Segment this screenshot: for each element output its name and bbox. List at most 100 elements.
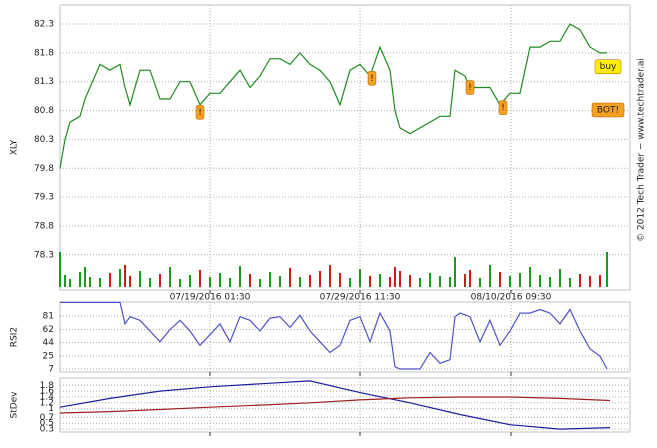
volume-bar: [269, 272, 271, 287]
volume-bar: [229, 278, 231, 287]
volume-bar: [464, 274, 466, 287]
y-tick-label: 1: [48, 404, 54, 414]
x-tick-label: 07/19/2016 01:30: [170, 293, 251, 303]
annotation-box: [591, 102, 625, 118]
volume-bar: [129, 276, 131, 287]
volume-bar: [219, 273, 221, 287]
volume-bar: [84, 267, 86, 287]
y-tick-label: 1.4: [40, 392, 55, 402]
series-line: [59, 23, 607, 169]
y-tick-label: 0.3: [40, 425, 54, 435]
annotation-text: !: [501, 103, 505, 113]
annotation-box: [367, 71, 377, 86]
volume-bar: [559, 269, 561, 287]
volume-bar: [454, 257, 456, 287]
series-line: [60, 301, 608, 370]
volume-bar: [159, 274, 161, 287]
volume-bar: [169, 267, 171, 287]
y-tick-label: 82.3: [34, 20, 54, 30]
y-tick-label: 1.2: [40, 398, 54, 408]
y-tick-label: 7: [48, 364, 54, 374]
y-tick-label: 0.5: [40, 419, 54, 429]
volume-bar: [439, 276, 441, 287]
series-line: [59, 380, 611, 430]
annotation-box: [594, 59, 622, 74]
volume-bar: [259, 279, 261, 287]
volume-bar: [389, 277, 391, 287]
volume-bar: [319, 271, 321, 287]
volume-bar: [339, 273, 341, 287]
annotation-text: buy: [600, 62, 617, 72]
volume-bar: [139, 271, 141, 287]
volume-bar: [279, 276, 281, 287]
volume-bar: [329, 265, 331, 287]
watermark: © 2012 Tech Trader ~ www.techtrader.ai: [637, 58, 647, 242]
volume-bar: [299, 277, 301, 287]
y-tick-label: 80.3: [34, 135, 54, 145]
volume-bar: [589, 276, 591, 287]
volume-bar: [249, 274, 251, 287]
x-tick-label: 07/29/2016 11:30: [320, 293, 401, 303]
volume-bar: [124, 265, 126, 287]
volume-bar: [409, 275, 411, 287]
y-tick-label: 62: [43, 325, 54, 335]
volume-bar: [89, 277, 91, 287]
volume-bar: [349, 278, 351, 287]
annotation-box: [498, 100, 508, 115]
volume-bar: [509, 276, 511, 287]
annotation-text: !: [468, 83, 472, 93]
y-tick-label: 81: [43, 311, 54, 321]
volume-bar: [529, 267, 531, 287]
volume-bar: [309, 275, 311, 287]
annotation-text: !: [370, 74, 374, 84]
volume-bar: [379, 274, 381, 287]
volume-bar: [519, 273, 521, 287]
x-tick-label: 08/10/2016 09:30: [471, 293, 552, 303]
volume-bar: [606, 252, 608, 287]
volume-bar: [394, 267, 396, 287]
volume-bar: [479, 278, 481, 287]
annotation-box: [195, 105, 205, 120]
y-tick-label: 79.3: [34, 193, 54, 203]
volume-bar: [539, 275, 541, 287]
volume-bar: [79, 272, 81, 287]
y-tick-label: 1.8: [40, 381, 55, 391]
annotation-text: BOT!: [597, 106, 619, 116]
volume-bar: [199, 270, 201, 287]
volume-bar: [149, 278, 151, 287]
panel-frame: [59, 301, 631, 373]
volume-bar: [369, 276, 371, 287]
volume-bar: [289, 268, 291, 287]
annotation-text: !: [198, 108, 202, 118]
y-tick-label: 0.7: [40, 413, 54, 423]
volume-bar: [59, 252, 61, 287]
panel-frame: [59, 4, 631, 291]
volume-bar: [119, 269, 121, 287]
volume-bar: [209, 277, 211, 287]
volume-bar: [489, 265, 491, 287]
volume-bar: [99, 278, 101, 287]
series-line: [59, 396, 611, 414]
y-tick-label: 81.8: [34, 48, 54, 58]
volume-bar: [499, 272, 501, 287]
volume-bar: [419, 278, 421, 287]
volume-bar: [399, 271, 401, 287]
y-tick-label: 78.8: [34, 221, 54, 231]
volume-bar: [69, 279, 71, 287]
annotation-box: [465, 80, 475, 95]
y-tick-label: 78.3: [34, 250, 54, 260]
volume-bar: [449, 277, 451, 287]
y-tick-label: 44: [43, 338, 55, 348]
volume-bar: [239, 266, 241, 287]
y-tick-label: 1.6: [40, 387, 55, 397]
y-tick-label: 79.8: [34, 164, 54, 174]
y-tick-label: 80.8: [34, 106, 54, 116]
volume-bar: [569, 278, 571, 287]
y-tick-label: 81.3: [34, 77, 54, 87]
y-tick-label: 25: [43, 352, 54, 362]
volume-bar: [109, 273, 111, 287]
y-axis-title: StDev: [10, 391, 20, 419]
y-axis-title: RSI2: [10, 327, 20, 347]
